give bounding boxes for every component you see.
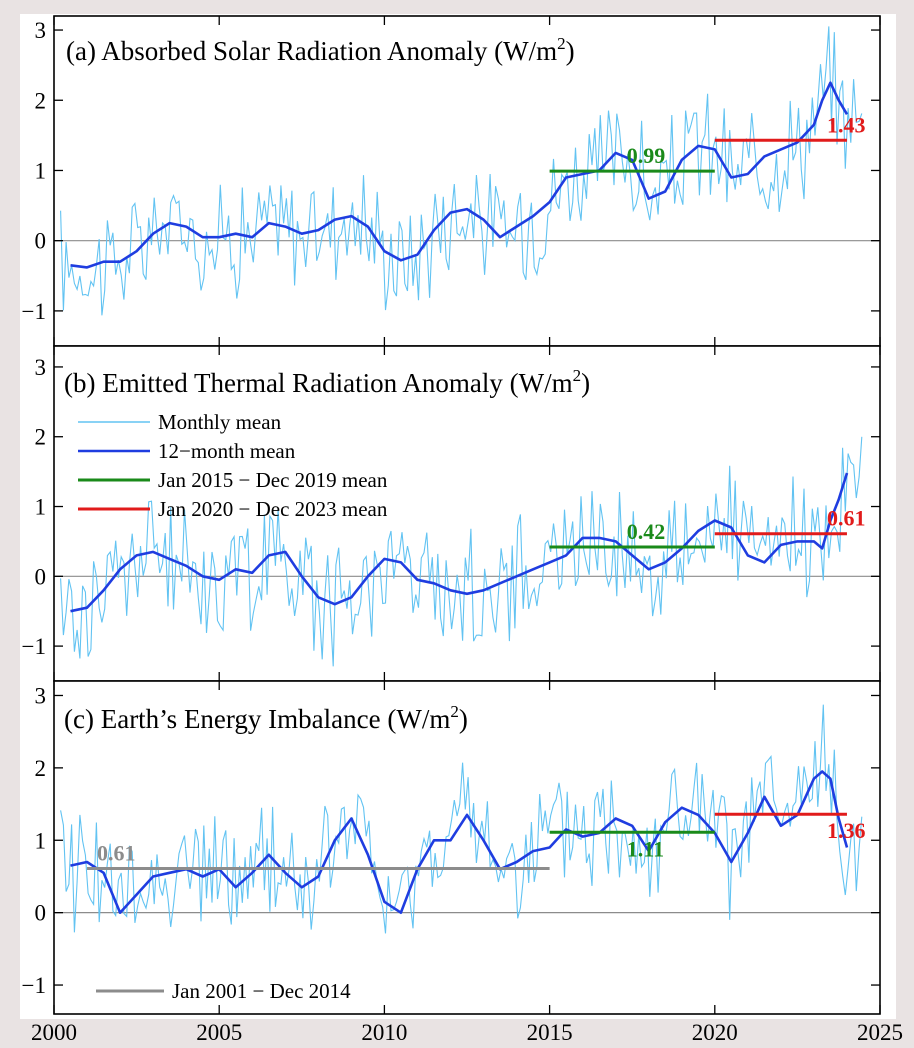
- period-mean-label-period_2020_2023: 1.43: [827, 112, 866, 137]
- panel-b: 0.42 0.61 3 2 1 0 −1 (b) Emitted Thermal Radia…: [22, 345, 881, 682]
- y-tick-label: 3: [35, 18, 47, 43]
- panel-b-title-sup: 2: [573, 366, 582, 385]
- panel-a: 0.99 1.43 3 2 1 0 −1 (a) Absorbed Solar Radiat…: [22, 15, 881, 347]
- y-tick-label: 0: [35, 564, 47, 589]
- panel-b-plot: 0.42 0.61 3 2 1 0 −1: [22, 346, 881, 681]
- legend-bottom: Jan 2001 − Dec 2014: [96, 979, 351, 1003]
- panel-c-title: (c) Earth’s Energy Imbalance (W/m2): [64, 702, 468, 734]
- y-tick-label: 1: [35, 158, 47, 183]
- x-tick-label: 2015: [527, 1020, 573, 1045]
- legend-label-2020-2023: Jan 2020 − Dec 2023 mean: [158, 497, 388, 521]
- panel-c-title-sup: 2: [450, 702, 459, 721]
- x-tick-label: 2000: [31, 1020, 77, 1045]
- legend-label-2015-2019: Jan 2015 − Dec 2019 mean: [158, 468, 388, 492]
- x-tick-label: 2005: [196, 1020, 242, 1045]
- twelve-month-mean-line: [70, 81, 849, 269]
- period-mean-label-period_2020_2023: 0.61: [827, 506, 866, 531]
- twelve-month-mean-line: [70, 770, 849, 915]
- x-tick-label: 2010: [361, 1020, 407, 1045]
- period-mean-label-period_2020_2023: 1.36: [827, 818, 866, 843]
- monthly-mean-line: [60, 26, 863, 316]
- panel-a-title: (a) Absorbed Solar Radiation Anomaly (W/…: [66, 34, 575, 66]
- y-tick-label: −1: [22, 634, 46, 659]
- period-mean-label-period_2015_2019: 0.99: [627, 143, 666, 168]
- y-tick-label: 1: [35, 828, 47, 853]
- panel-c-title-main: (c) Earth’s Energy Imbalance (W/m: [64, 704, 450, 734]
- panel-c: 0.61 1.11 1.36 3 2 1 0 −1 (c) Earth’s Energy Im…: [22, 680, 881, 1015]
- legend-label-monthly: Monthly mean: [158, 410, 282, 434]
- period-mean-label-period_2001_2014: 0.61: [97, 840, 136, 865]
- x-axis: 2000 2005 2010 2015 2020 2025: [31, 1020, 903, 1045]
- panel-a-title-main: (a) Absorbed Solar Radiation Anomaly (W/…: [66, 36, 557, 66]
- y-tick-label: 2: [35, 425, 47, 450]
- period-mean-label-period_2015_2019: 1.11: [627, 836, 664, 861]
- y-tick-label: 3: [35, 683, 47, 708]
- y-tick-label: 1: [35, 495, 47, 520]
- panel-b-title-end: ): [581, 368, 590, 398]
- twelve-month-mean-line: [70, 472, 849, 613]
- x-tick-label: 2025: [857, 1020, 903, 1045]
- x-tick-label: 2020: [692, 1020, 738, 1045]
- y-tick-label: 0: [35, 229, 47, 254]
- panel-a-plot: 0.99 1.43 3 2 1 0 −1: [22, 16, 881, 346]
- y-tick-label: −1: [22, 973, 46, 998]
- monthly-mean-line: [60, 436, 863, 667]
- legend-label-2001-2014: Jan 2001 − Dec 2014: [172, 979, 351, 1003]
- panel-c-title-end: ): [459, 704, 468, 734]
- y-tick-label: 0: [35, 901, 47, 926]
- panel-a-title-end: ): [566, 36, 575, 66]
- legend-top: Monthly mean 12−month mean Jan 2015 − De…: [78, 410, 388, 521]
- y-tick-label: −1: [22, 299, 46, 324]
- panel-a-frame: [53, 15, 881, 347]
- y-tick-label: 3: [35, 355, 47, 380]
- y-tick-label: 2: [35, 756, 47, 781]
- panel-b-title: (b) Emitted Thermal Radiation Anomaly (W…: [64, 366, 590, 398]
- legend-label-smooth: 12−month mean: [158, 439, 296, 463]
- panel-b-title-main: (b) Emitted Thermal Radiation Anomaly (W…: [64, 368, 573, 398]
- period-mean-label-period_2015_2019: 0.42: [627, 519, 666, 544]
- panel-a-title-sup: 2: [557, 34, 566, 53]
- monthly-mean-line: [60, 704, 863, 934]
- y-tick-label: 2: [35, 88, 47, 113]
- panel-c-plot: 0.61 1.11 1.36 3 2 1 0 −1: [22, 681, 881, 1014]
